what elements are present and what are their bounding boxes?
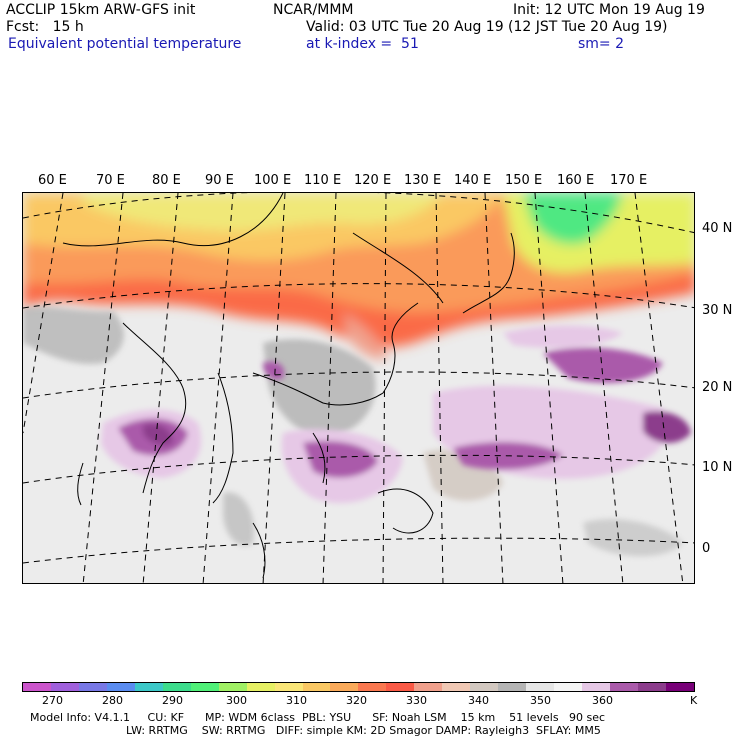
colorbar-swatch — [470, 683, 499, 691]
colorbar-swatch — [610, 683, 638, 691]
longitude-label: 130 E — [404, 173, 442, 188]
colorbar-swatch — [414, 683, 443, 691]
colorbar-swatch — [554, 683, 583, 691]
latitude-label: 0 — [702, 541, 711, 556]
colorbar-swatch — [190, 683, 219, 691]
colorbar-tick-label: 320 — [346, 694, 367, 707]
colorbar-swatch — [526, 683, 555, 691]
colorbar-swatch — [23, 683, 51, 691]
colorbar-tick-label: 290 — [162, 694, 183, 707]
colorbar-tick-label: 270 — [42, 694, 63, 707]
colorbar-swatch — [665, 683, 694, 691]
longitude-label: 90 E — [205, 173, 234, 188]
latitude-label: 20 N — [702, 380, 733, 395]
longitude-label: 150 E — [505, 173, 543, 188]
level-index: at k-index = 51 — [306, 36, 419, 52]
longitude-label: 140 E — [454, 173, 492, 188]
colorbar-unit: K — [690, 694, 698, 707]
colorbar-swatch — [218, 683, 247, 691]
colorbar-swatch — [50, 683, 79, 691]
longitude-label: 120 E — [354, 173, 392, 188]
model-info-line1: Model Info: V4.1.1 CU: KF MP: WDM 6class… — [30, 711, 606, 724]
longitude-label: 110 E — [304, 173, 342, 188]
map-graphic — [23, 193, 694, 583]
colorbar-swatch — [498, 683, 527, 691]
longitude-label: 60 E — [38, 173, 67, 188]
colorbar-tick-label: 350 — [530, 694, 551, 707]
colorbar-swatch — [302, 683, 331, 691]
colorbar-tick-label: 330 — [406, 694, 427, 707]
colorbar-swatch — [246, 683, 275, 691]
colorbar-tick-label: 360 — [592, 694, 613, 707]
init-time: Init: 12 UTC Mon 19 Aug 19 — [513, 2, 705, 18]
map-panel — [22, 192, 695, 584]
valid-time: Valid: 03 UTC Tue 20 Aug 19 (12 JST Tue … — [306, 19, 668, 35]
colorbar-tick-label: 300 — [226, 694, 247, 707]
colorbar-swatch — [358, 683, 387, 691]
colorbar-swatch — [442, 683, 471, 691]
colorbar-swatch — [637, 683, 666, 691]
colorbar-swatch — [330, 683, 359, 691]
colorbar-swatch — [274, 683, 303, 691]
colorbar — [22, 682, 695, 692]
latitude-label: 30 N — [702, 303, 733, 318]
forecast-hour: Fcst: 15 h — [6, 19, 84, 35]
colorbar-swatch — [162, 683, 191, 691]
colorbar-tick-label: 310 — [286, 694, 307, 707]
smoothing-label: sm= 2 — [578, 36, 625, 52]
colorbar-swatch — [386, 683, 415, 691]
field-name: Equivalent potential temperature — [8, 36, 242, 52]
longitude-label: 70 E — [96, 173, 125, 188]
colorbar-tick-label: 280 — [102, 694, 123, 707]
longitude-label: 170 E — [610, 173, 648, 188]
model-title: ACCLIP 15km ARW-GFS init — [6, 2, 196, 18]
center-label: NCAR/MMM — [273, 2, 354, 18]
colorbar-swatch — [106, 683, 135, 691]
colorbar-tick-label: 340 — [468, 694, 489, 707]
model-info-line2: LW: RRTMG SW: RRTMG DIFF: simple KM: 2D … — [126, 724, 601, 737]
latitude-label: 40 N — [702, 221, 733, 236]
colorbar-swatch — [582, 683, 611, 691]
colorbar-swatch — [134, 683, 163, 691]
latitude-label: 10 N — [702, 460, 733, 475]
longitude-label: 160 E — [557, 173, 595, 188]
longitude-label: 100 E — [254, 173, 292, 188]
longitude-label: 80 E — [152, 173, 181, 188]
colorbar-swatch — [78, 683, 107, 691]
